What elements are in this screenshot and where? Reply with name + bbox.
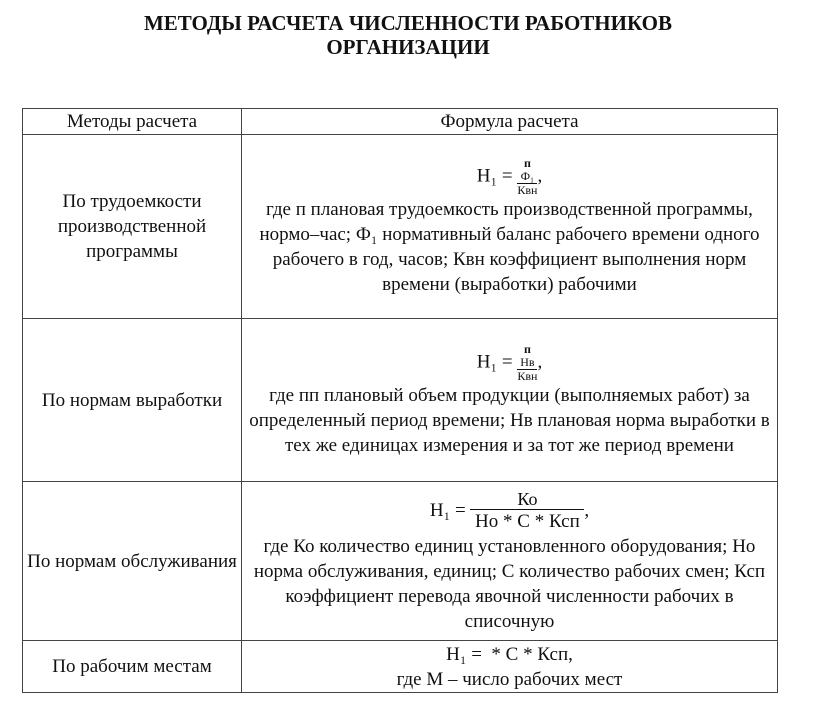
table-row: По нормам выработки Н₁ = п Нв Квн, где пп …: [22, 318, 778, 482]
method-cell: По нормам выработки: [22, 318, 242, 482]
header-formula: Формула расчета: [241, 108, 778, 135]
formula-tail: ,: [537, 164, 543, 186]
formula-cell: Н₁ = п Нв Квн, где пп плановый объем проду…: [241, 318, 778, 482]
formula-description: где М – число рабочих мест: [396, 668, 623, 690]
table-header-row: Методы расчета Формула расчета: [22, 108, 778, 135]
fraction-denominator: Квн: [517, 182, 538, 197]
fraction: Ко Но * С * Ксп: [470, 489, 585, 534]
formula-description: где п плановая трудоемкость производстве…: [259, 198, 760, 295]
formula-cell: Н₁ = * С * Ксп, где М – число рабочих ме…: [241, 640, 778, 693]
header-methods: Методы расчета: [22, 108, 242, 135]
formula-cell: Н₁ = Ко Но * С * Ксп, где Ко количество е…: [241, 481, 778, 641]
table-row: По нормам обслуживания Н₁ = Ко Но * С * К…: [22, 481, 778, 641]
methods-table: Методы расчета Формула расчета По трудое…: [22, 108, 778, 693]
table-row: По трудоемкости производственной програм…: [22, 134, 778, 319]
table-row: По рабочим местам Н₁ = * С * Ксп, где М …: [22, 640, 778, 693]
fraction-denominator: Квн: [517, 368, 538, 383]
formula-tail: ,: [584, 499, 590, 521]
fraction: п Ф₁ Квн: [517, 155, 538, 197]
formula-cell: Н₁ = п Ф₁ Квн, где п плановая трудоемкость…: [241, 134, 778, 319]
formula-lhs: Н₁ =: [429, 499, 466, 521]
formula-tail: ,: [537, 350, 543, 372]
fraction-numerator: Нв: [517, 355, 538, 370]
title-line-1: МЕТОДЫ РАСЧЕТА ЧИСЛЕННОСТИ РАБОТНИКОВ: [143, 11, 673, 35]
method-cell: По рабочим местам: [22, 640, 242, 693]
formula-expression: * С * Ксп,: [491, 643, 573, 665]
formula-description: где Ко количество единиц установленного …: [253, 535, 766, 632]
method-cell: По трудоемкости производственной програм…: [22, 134, 242, 319]
fraction-numerator: Ф₁: [517, 169, 538, 184]
fraction: п Нв Квн: [517, 341, 538, 383]
fraction-denominator: Но * С * Ксп: [475, 510, 580, 532]
fraction-top: п: [523, 155, 531, 170]
formula-description: где пп плановый объем продукции (выполня…: [249, 384, 770, 456]
formula-lhs: Н₁ =: [476, 350, 513, 372]
formula-lhs: Н₁ =: [446, 643, 482, 665]
formula: Н₁ = * С * Ксп,: [246, 642, 773, 667]
method-cell: По нормам обслуживания: [22, 481, 242, 641]
fraction-numerator: Ко: [470, 489, 585, 510]
formula: Н₁ = п Ф₁ Квн,: [246, 155, 773, 197]
title-line-2: ОРГАНИЗАЦИИ: [326, 35, 490, 59]
fraction-top: п: [523, 341, 531, 356]
formula: Н₁ = Ко Но * С * Ксп,: [246, 489, 773, 534]
formula: Н₁ = п Нв Квн,: [246, 341, 773, 383]
formula-lhs: Н₁ =: [476, 164, 513, 186]
